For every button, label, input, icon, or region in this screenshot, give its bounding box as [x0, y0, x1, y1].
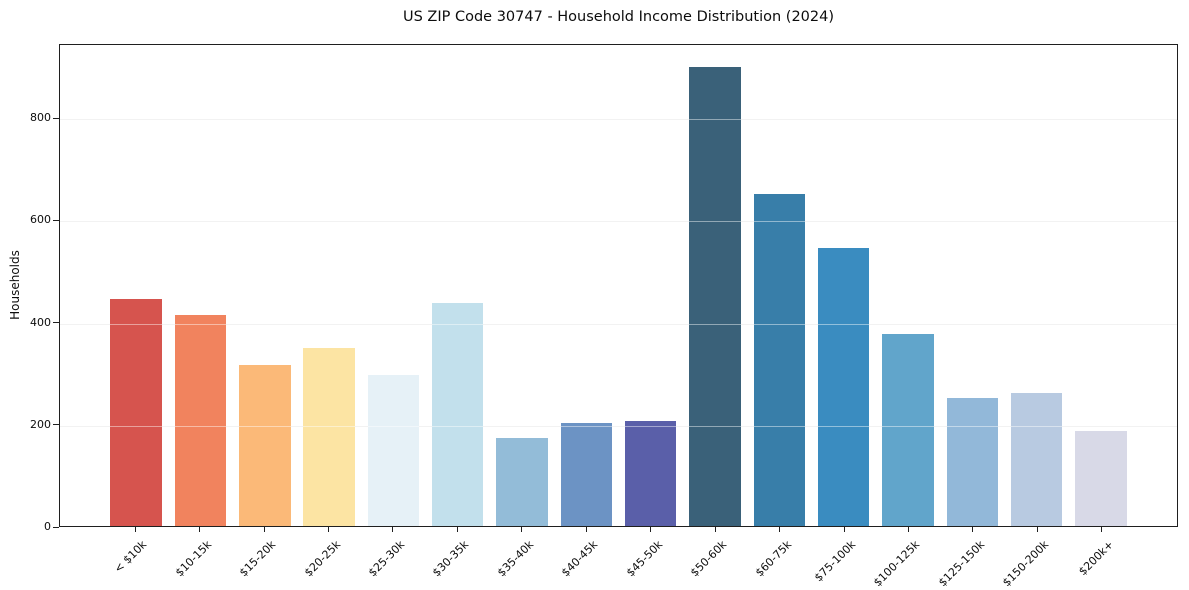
y-tick-mark [53, 526, 59, 528]
bar-band [683, 45, 747, 526]
bar-band [747, 45, 811, 526]
bar-band [554, 45, 618, 526]
y-tick-label: 400 [30, 315, 51, 329]
bar [560, 422, 613, 526]
bar [239, 364, 291, 526]
y-tick-label: 600 [30, 213, 51, 227]
bar [110, 298, 162, 526]
x-tick-mark [843, 527, 845, 532]
grid-line [60, 119, 1177, 121]
grid-line [60, 221, 1177, 223]
x-tick-mark [199, 527, 201, 532]
x-tick-mark [1101, 527, 1103, 532]
bar-band [1069, 45, 1133, 526]
bar [946, 397, 998, 526]
bar-band [940, 45, 1004, 526]
x-tick-mark [585, 527, 587, 532]
x-tick-mark [714, 527, 716, 532]
plot-area [59, 44, 1178, 527]
x-tick-mark [392, 527, 394, 532]
bar [496, 438, 548, 526]
y-axis-label: Households [8, 250, 22, 320]
x-tick-mark [263, 527, 265, 532]
bar-band [811, 45, 875, 526]
bar [432, 302, 484, 526]
bar [1010, 392, 1063, 526]
x-tick-label: < $10k [111, 538, 150, 576]
bar [753, 193, 805, 526]
bar [174, 314, 227, 526]
bar-band [361, 45, 425, 526]
bar [1075, 430, 1127, 526]
y-tick-label: 200 [30, 417, 51, 431]
y-tick-label: 800 [30, 111, 51, 125]
bar-band [104, 45, 168, 526]
y-tick-mark [53, 117, 59, 119]
x-tick-mark [650, 527, 652, 532]
chart-title: US ZIP Code 30747 - Household Income Dis… [402, 9, 835, 25]
x-tick-mark [328, 527, 330, 532]
grid-line [60, 425, 1177, 427]
x-tick-mark [134, 527, 136, 532]
bar [367, 374, 420, 526]
bar [689, 67, 741, 526]
x-tick-mark [456, 527, 458, 532]
y-tick-mark [53, 322, 59, 324]
bar-band [490, 45, 554, 526]
bar [817, 248, 870, 526]
y-tick-mark [53, 219, 59, 221]
y-tick-label: 0 [44, 520, 51, 533]
x-tick-mark [521, 527, 523, 532]
bar [882, 334, 934, 526]
grid-line [60, 323, 1177, 325]
bar [624, 421, 677, 526]
bar-band [619, 45, 683, 526]
bar-band [168, 45, 232, 526]
x-tick-mark [907, 527, 909, 532]
bar [303, 348, 355, 526]
bar-band [1004, 45, 1068, 526]
bar-band [297, 45, 361, 526]
x-tick-mark [779, 527, 781, 532]
gridlines [60, 45, 1177, 526]
bar-series [60, 45, 1177, 526]
x-tick-mark [972, 527, 974, 532]
bar-band [876, 45, 940, 526]
bar-band [426, 45, 490, 526]
bar-band [233, 45, 297, 526]
y-tick-mark [53, 424, 59, 426]
x-tick-mark [1036, 527, 1038, 532]
